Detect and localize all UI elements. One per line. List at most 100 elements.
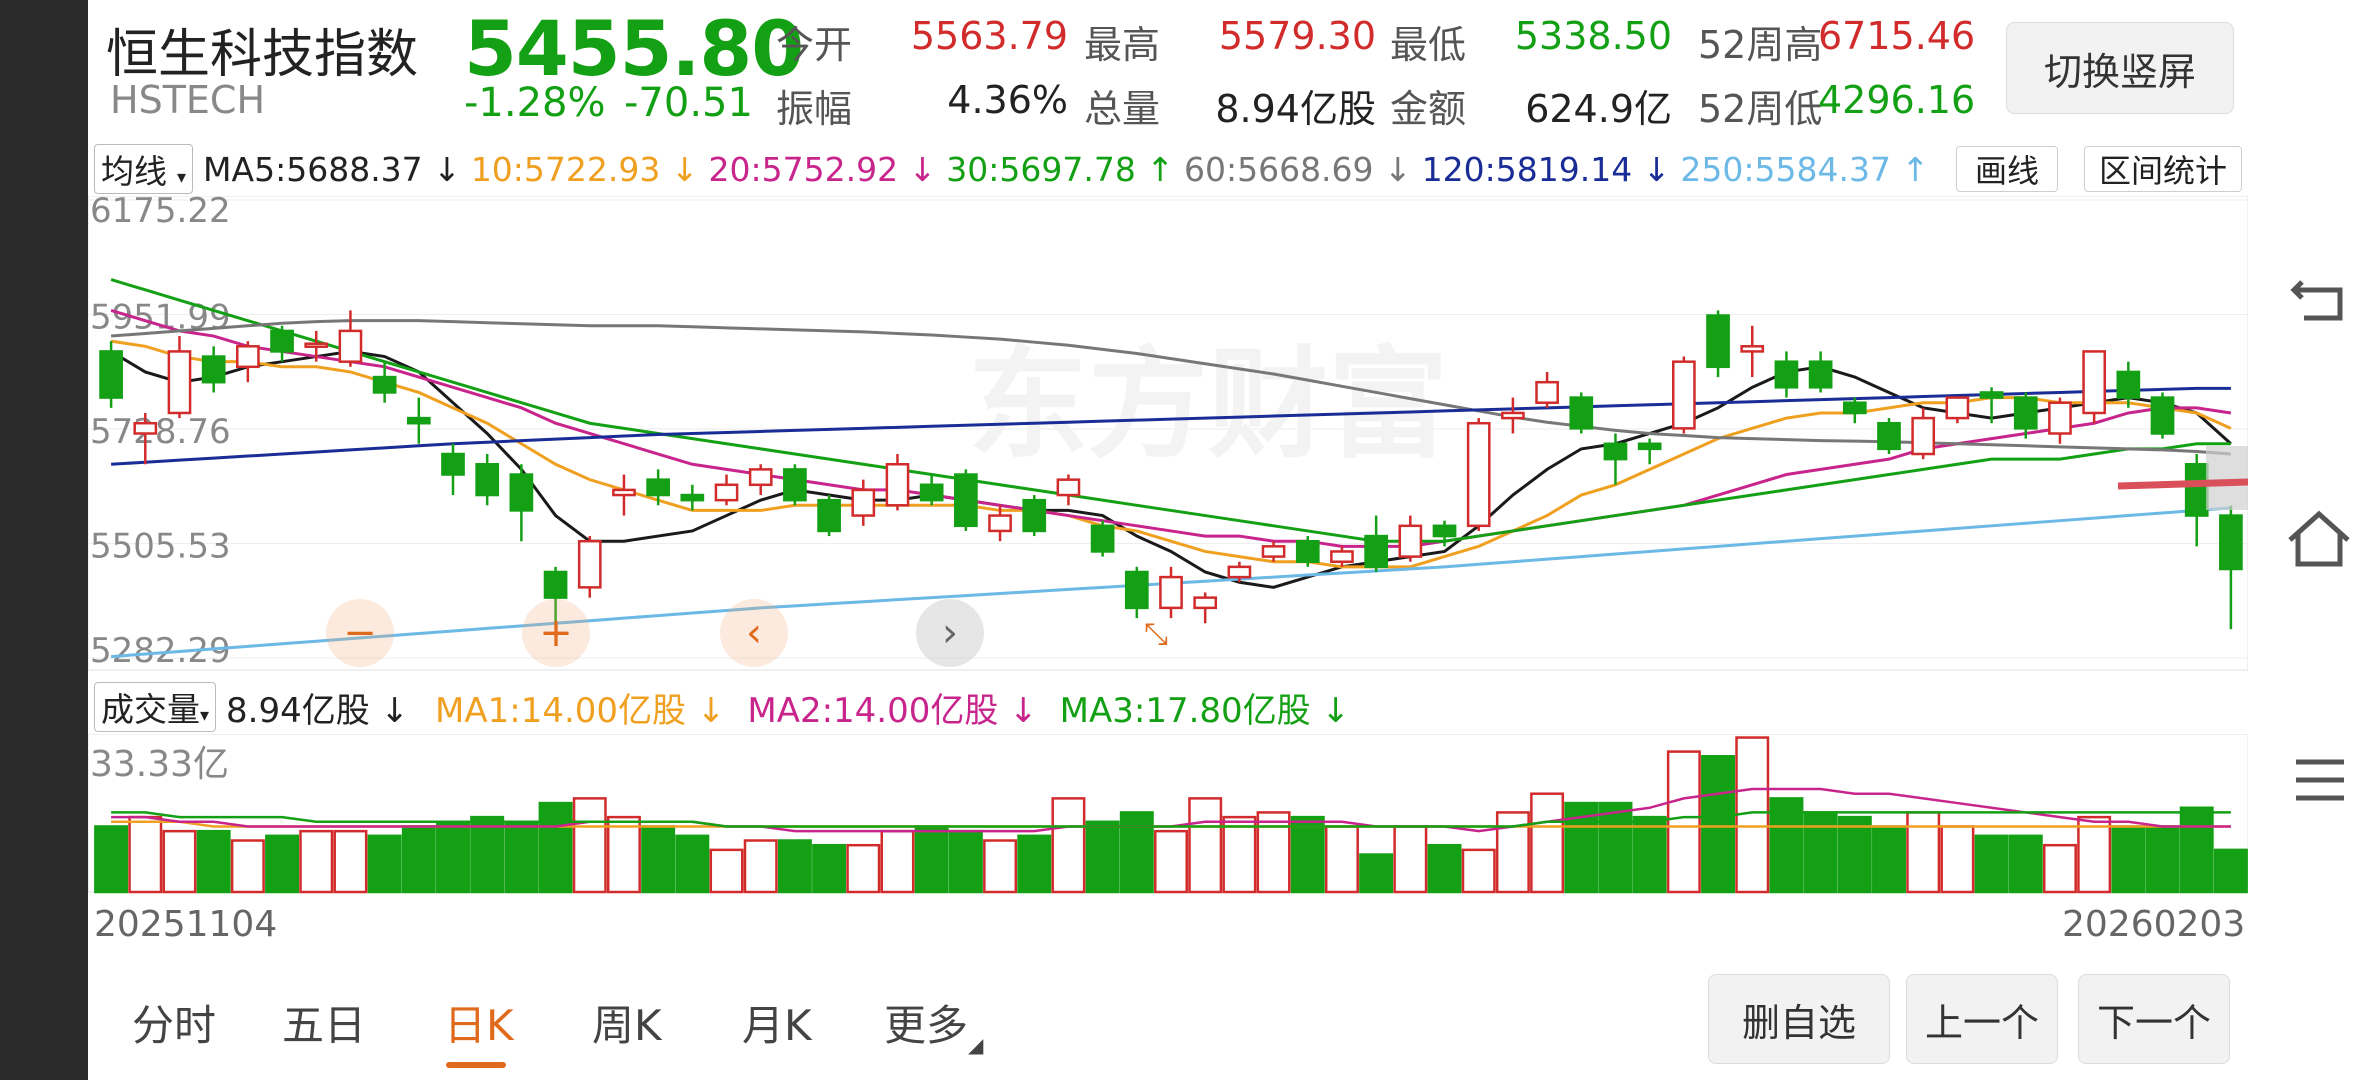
corner-arrow-icon: ◢ [968, 1033, 984, 1057]
candle [817, 495, 841, 537]
volume-bar [2179, 806, 2214, 894]
volume-bar [1154, 829, 1188, 894]
volume-bar [2111, 825, 2146, 894]
candle [509, 464, 534, 542]
date-end: 20260203 [2062, 904, 2246, 945]
volume-bar [470, 815, 505, 894]
drawn-trend-line [2117, 478, 2248, 490]
volume-bar [538, 801, 573, 894]
volume-bar [948, 829, 983, 894]
return-icon[interactable] [2288, 268, 2352, 332]
watermark: 东方财富 [968, 336, 1448, 475]
tab-more[interactable]: 更多◢ [884, 992, 983, 1057]
interval-stats-button[interactable]: 区间统计 [2084, 146, 2242, 192]
candle-body [1945, 396, 1970, 420]
candle [406, 397, 431, 444]
switch-portrait-button[interactable]: 切换竖屏 [2006, 22, 2234, 114]
candle [304, 330, 329, 362]
candle [748, 464, 773, 496]
candle [1432, 520, 1457, 547]
volume-bar [1632, 815, 1667, 894]
tab-daily-k[interactable]: 日K [444, 1001, 514, 1050]
volume-bar [709, 848, 744, 894]
draw-line-button[interactable]: 画线 [1956, 146, 2058, 192]
tab-weekly-k[interactable]: 周K [592, 1001, 662, 1050]
volume-bar [1085, 820, 1120, 894]
candle-body [714, 483, 739, 502]
candle-body [133, 421, 158, 435]
volume-bar [743, 839, 778, 894]
volume-bar [1051, 797, 1086, 894]
ma-line-ma20 [110, 308, 2232, 548]
candle [2013, 392, 2038, 439]
home-icon[interactable] [2284, 506, 2354, 570]
volume-bar [914, 825, 949, 894]
volume-selector-label: 成交量 [101, 690, 200, 729]
candle [1330, 546, 1354, 567]
candle-body [1603, 442, 1628, 461]
candle-body [1466, 421, 1491, 528]
index-code: HSTECH [110, 78, 266, 122]
candle-body [1740, 345, 1765, 353]
crosshair-highlight [2206, 446, 2248, 510]
candle-body [201, 355, 226, 384]
volume-bar [572, 797, 607, 894]
candle-body [99, 350, 123, 399]
candle [1398, 515, 1423, 562]
tab-five-day[interactable]: 五日 [282, 1001, 367, 1050]
date-start: 20251104 [94, 904, 278, 945]
ma-selector[interactable]: 均线 ▾ [94, 144, 194, 194]
candlestick-chart[interactable]: 6175.22 5951.99 5728.76 5505.53 5282.29 东方财富 −… [88, 196, 2248, 674]
volume-legend: 成交量▾ 8.94亿股 ↓ MA1:14.00亿股 ↓ MA2:14.00亿股 … [94, 682, 1350, 732]
menu-icon[interactable] [2288, 752, 2352, 808]
candle [167, 336, 192, 419]
scroll-right-control[interactable]: › [916, 599, 984, 667]
zoom-out-control[interactable]: − [326, 599, 394, 667]
volume-bar [675, 834, 710, 894]
scroll-left-control[interactable]: ‹ [720, 599, 788, 667]
candle [2150, 392, 2175, 439]
candle-body [1432, 524, 1457, 538]
candle [201, 346, 226, 393]
candle [1672, 356, 1696, 434]
candle [372, 361, 397, 403]
tab-intraday[interactable]: 分时 [132, 1001, 217, 1050]
volume-bar [1290, 815, 1325, 894]
candle-body [1090, 524, 1115, 553]
candle [612, 474, 636, 516]
candle [1193, 592, 1218, 624]
low-value: 5338.50 [1514, 14, 1672, 58]
candle [1740, 325, 1765, 378]
volume-bar [812, 843, 847, 894]
amount-label: 金额 [1390, 87, 1467, 131]
next-button[interactable]: 下一个 [2078, 974, 2230, 1064]
volume-bar [299, 829, 334, 894]
candle [1501, 397, 1525, 434]
dropdown-arrow-icon: ▾ [200, 705, 210, 726]
candle-body [748, 468, 773, 487]
candle [1979, 387, 2004, 424]
candle [1808, 351, 1833, 393]
zoom-in-control[interactable]: + [522, 599, 590, 667]
volume-bar [1837, 815, 1872, 894]
volume-selector[interactable]: 成交量▾ [94, 682, 217, 732]
candle-body [2150, 396, 2175, 435]
previous-button[interactable]: 上一个 [1906, 974, 2058, 1064]
y-tick-label: 5282.29 [90, 631, 231, 671]
candle-body [1227, 565, 1252, 579]
candle-body [1159, 575, 1183, 610]
volume-chart[interactable]: 33.33亿 [88, 734, 2248, 894]
ma120-value: 120:5819.14 ↓ [1421, 149, 1671, 189]
remove-watchlist-button[interactable]: 删自选 [1708, 974, 1890, 1064]
candle-body [1706, 314, 1730, 369]
candle-body [577, 539, 602, 589]
volume-bar [2145, 825, 2180, 894]
candle-body [2048, 401, 2072, 435]
candle-body [1808, 360, 1833, 389]
volume-bar [367, 834, 402, 894]
control-circle [326, 599, 394, 667]
candle-body [1569, 396, 1594, 430]
volume-bar [1872, 825, 1906, 894]
tab-monthly-k[interactable]: 月K [742, 1001, 812, 1050]
high-value: 5579.30 [1218, 14, 1376, 58]
